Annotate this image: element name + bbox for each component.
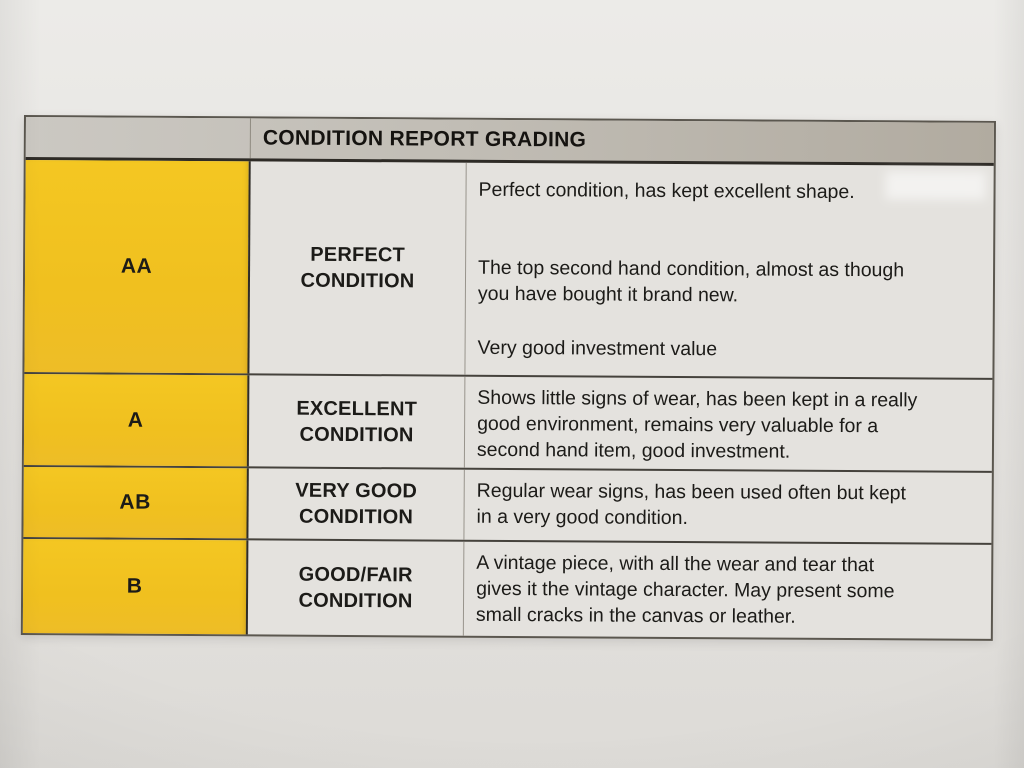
condition-description-b: A vintage piece, with all the wear and t… bbox=[464, 542, 992, 639]
condition-name-line: CONDITION bbox=[299, 423, 414, 446]
description-paragraph: A vintage piece, with all the wear and t… bbox=[475, 551, 895, 628]
condition-name-line: CONDITION bbox=[298, 589, 413, 613]
condition-name-b: GOOD/FAIR CONDITION bbox=[247, 540, 465, 636]
table-row-aa: AA PERFECT CONDITION Perfect condition, … bbox=[24, 160, 993, 378]
grade-cell-aa: AA bbox=[24, 160, 251, 374]
grade-cell-b: B bbox=[22, 539, 249, 635]
condition-name-line: PERFECT bbox=[310, 243, 406, 267]
description-paragraph: Perfect condition, has kept excellent sh… bbox=[478, 178, 855, 204]
condition-name-ab: VERY GOOD CONDITION bbox=[248, 468, 465, 540]
condition-name-line: VERY GOOD bbox=[295, 479, 418, 503]
condition-description-aa: Perfect condition, has kept excellent sh… bbox=[465, 163, 993, 378]
grade-cell-ab: AB bbox=[23, 467, 249, 539]
condition-name-line: GOOD/FAIR bbox=[298, 563, 413, 587]
header-grade-column-spacer bbox=[25, 117, 251, 159]
description-paragraph: Very good investment value bbox=[477, 336, 718, 361]
condition-name-a: EXCELLENT CONDITION bbox=[248, 375, 466, 468]
condition-name-line: CONDITION bbox=[300, 269, 415, 293]
condition-description-ab: Regular wear signs, has been used often … bbox=[464, 470, 991, 543]
grading-table: CONDITION REPORT GRADING AA PERFECT COND… bbox=[20, 115, 996, 641]
table-header-bar: CONDITION REPORT GRADING bbox=[25, 117, 994, 166]
table-row-a: A EXCELLENT CONDITION Shows little signs… bbox=[23, 372, 993, 471]
table-row-b: B GOOD/FAIR CONDITION A vintage piece, w… bbox=[22, 537, 992, 639]
condition-description-a: Shows little signs of wear, has been kep… bbox=[465, 377, 993, 471]
table-title: CONDITION REPORT GRADING bbox=[262, 126, 587, 152]
description-paragraph: Regular wear signs, has been used often … bbox=[476, 479, 907, 530]
condition-name-aa: PERFECT CONDITION bbox=[249, 161, 467, 375]
table-row-ab: AB VERY GOOD CONDITION Regular wear sign… bbox=[23, 465, 992, 543]
condition-name-line: EXCELLENT bbox=[296, 397, 418, 420]
description-paragraph: The top second hand condition, almost as… bbox=[477, 256, 905, 307]
description-paragraph: Shows little signs of wear, has been kep… bbox=[476, 386, 918, 463]
grade-cell-a: A bbox=[23, 374, 250, 467]
condition-name-line: CONDITION bbox=[298, 505, 414, 529]
